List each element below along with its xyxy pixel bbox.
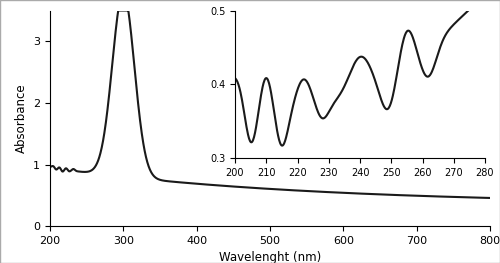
Y-axis label: Absorbance: Absorbance [14, 84, 28, 153]
X-axis label: Wavelenght (nm): Wavelenght (nm) [219, 251, 321, 263]
